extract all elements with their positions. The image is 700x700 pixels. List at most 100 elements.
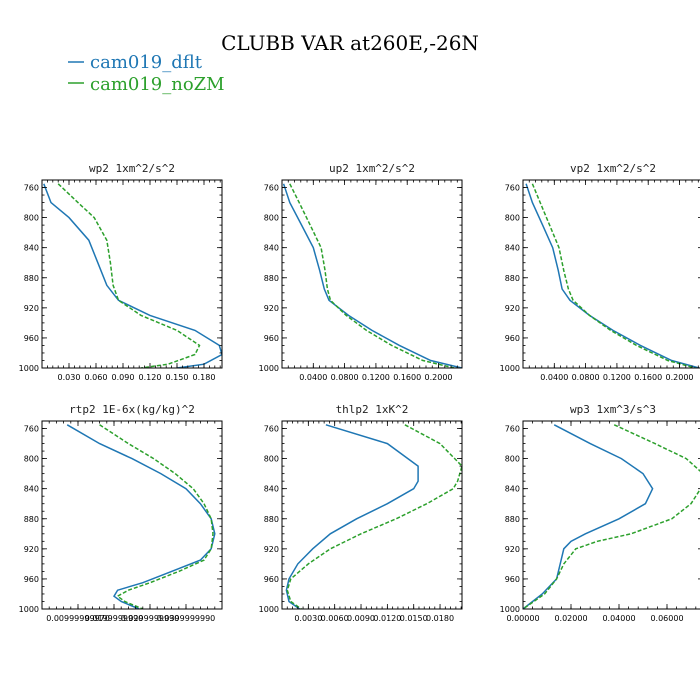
y-tick-label: 880 <box>264 515 279 524</box>
legend-label-1: cam019_dflt <box>90 52 203 73</box>
x-tick-label: 0.0060 <box>321 614 349 623</box>
x-tick-label: 0.2000 <box>666 373 694 382</box>
series-line-cam019_noZM <box>57 183 201 368</box>
y-tick-label: 800 <box>505 214 520 223</box>
y-tick-label: 920 <box>505 304 520 313</box>
x-tick-label: 0.060 <box>85 373 108 382</box>
series-line-cam019_dflt <box>523 424 654 609</box>
x-tick-label: 0.120 <box>139 373 162 382</box>
panel-2: up2 1xm^2/s^2 760 800 840 880 920 960 1000 0.040… <box>259 162 463 382</box>
x-tick-label: 0.0199999990 <box>85 614 144 623</box>
y-tick-label: 800 <box>24 455 39 464</box>
y-tick-label: 840 <box>24 485 39 494</box>
panel-5: thlp2 1xK^276080084088092096010000.00300… <box>259 403 463 623</box>
x-tick-label: 0.090 <box>112 373 135 382</box>
x-tick-label: 0.180 <box>193 373 216 382</box>
y-tick-label: 840 <box>24 244 39 253</box>
y-tick-label: 800 <box>264 214 279 223</box>
panel-title: wp3 1xm^3/s^3 <box>570 403 656 416</box>
x-tick-label: 0.0090 <box>347 614 375 623</box>
x-tick-label: 0.0800 <box>331 373 359 382</box>
x-tick-label: 0.0150 <box>400 614 428 623</box>
plot-frame <box>41 179 223 369</box>
y-tick-label: 960 <box>264 334 279 343</box>
y-tick-label: 1000 <box>259 605 279 614</box>
y-tick-label: 960 <box>264 575 279 584</box>
x-tick-label: 0.0800 <box>572 373 600 382</box>
plot-frame <box>522 179 700 369</box>
y-tick-label: 880 <box>24 274 39 283</box>
x-tick-label: 0.0030 <box>294 614 322 623</box>
legend-item-2: cam019_noZM <box>68 74 225 95</box>
y-tick-label: 960 <box>24 575 39 584</box>
figure-title: CLUBB VAR at260E,-26N <box>221 31 479 55</box>
y-tick-label: 760 <box>264 184 279 193</box>
y-tick-label: 800 <box>505 455 520 464</box>
y-tick-label: 960 <box>505 575 520 584</box>
series-line-cam019_dflt <box>525 183 700 368</box>
y-tick-label: 1000 <box>500 605 520 614</box>
legend: cam019_dflt cam019_noZM <box>68 52 225 95</box>
y-tick-label: 760 <box>264 425 279 434</box>
legend-item-1: cam019_dflt <box>68 52 203 73</box>
y-tick-label: 1000 <box>19 364 39 373</box>
series-line-cam019_noZM <box>99 424 214 609</box>
y-tick-label: 800 <box>264 455 279 464</box>
y-tick-label: 840 <box>264 244 279 253</box>
series-line-cam019_noZM <box>289 183 455 368</box>
x-tick-label: 0.06000 <box>650 614 683 623</box>
y-tick-label: 880 <box>24 515 39 524</box>
x-tick-label: 0.2000 <box>425 373 453 382</box>
x-tick-label: 0.1200 <box>362 373 390 382</box>
plot-frame <box>41 420 223 610</box>
series-line-cam019_dflt <box>285 424 419 609</box>
y-tick-label: 880 <box>505 274 520 283</box>
series-line-cam019_noZM <box>286 424 462 609</box>
x-tick-label: 0.0299999990 <box>121 614 180 623</box>
x-tick-label: 0.00999999970 <box>46 614 110 623</box>
plot-frame <box>281 420 463 610</box>
panel-title: rtp2 1E-6x(kg/kg)^2 <box>69 403 195 416</box>
x-tick-label: 0.0400 <box>299 373 327 382</box>
series-line-cam019_noZM <box>531 183 696 368</box>
x-tick-label: 0.030 <box>58 373 81 382</box>
series-line-cam019_dflt <box>282 183 462 368</box>
y-tick-label: 920 <box>264 304 279 313</box>
panel-title: thlp2 1xK^2 <box>336 403 409 416</box>
legend-label-2: cam019_noZM <box>90 74 225 95</box>
panel-title: up2 1xm^2/s^2 <box>329 162 415 175</box>
y-tick-label: 840 <box>264 485 279 494</box>
y-tick-label: 840 <box>505 485 520 494</box>
x-tick-label: 0.04000 <box>602 614 635 623</box>
y-tick-label: 1000 <box>19 605 39 614</box>
y-tick-label: 920 <box>24 545 39 554</box>
y-tick-label: 800 <box>24 214 39 223</box>
x-tick-label: 0.1600 <box>634 373 662 382</box>
x-tick-label: 0.1600 <box>393 373 421 382</box>
x-tick-label: 0.00000 <box>506 614 539 623</box>
y-tick-label: 1000 <box>500 364 520 373</box>
x-tick-label: 0.02000 <box>554 614 587 623</box>
y-tick-label: 960 <box>505 334 520 343</box>
y-tick-label: 840 <box>505 244 520 253</box>
panel-1: wp2 1xm^2/s^2 760 800 840 880 920 960 1000 0.030… <box>19 162 223 382</box>
panel-title: vp2 1xm^2/s^2 <box>570 162 656 175</box>
y-tick-label: 960 <box>24 334 39 343</box>
panel-title: wp2 1xm^2/s^2 <box>89 162 175 175</box>
y-tick-label: 880 <box>505 515 520 524</box>
series-line-cam019_noZM <box>523 424 700 609</box>
y-tick-label: 920 <box>505 545 520 554</box>
x-tick-label: 0.0120 <box>373 614 401 623</box>
x-tick-label: 0.0180 <box>426 614 454 623</box>
plot-frame <box>281 179 463 369</box>
series-line-cam019_dflt <box>43 183 222 368</box>
y-tick-label: 760 <box>24 184 39 193</box>
y-tick-label: 760 <box>24 425 39 434</box>
x-tick-label: 0.150 <box>166 373 189 382</box>
plot-frame <box>522 420 700 610</box>
panels: wp2 1xm^2/s^2 760 800 840 880 920 960 1000 0.030… <box>19 162 700 623</box>
x-tick-label: 0.0400 <box>540 373 568 382</box>
panel-4: rtp2 1E-6x(kg/kg)^2 760 800 840 880 920 960 100… <box>19 403 223 623</box>
series-line-cam019_dflt <box>66 424 216 609</box>
